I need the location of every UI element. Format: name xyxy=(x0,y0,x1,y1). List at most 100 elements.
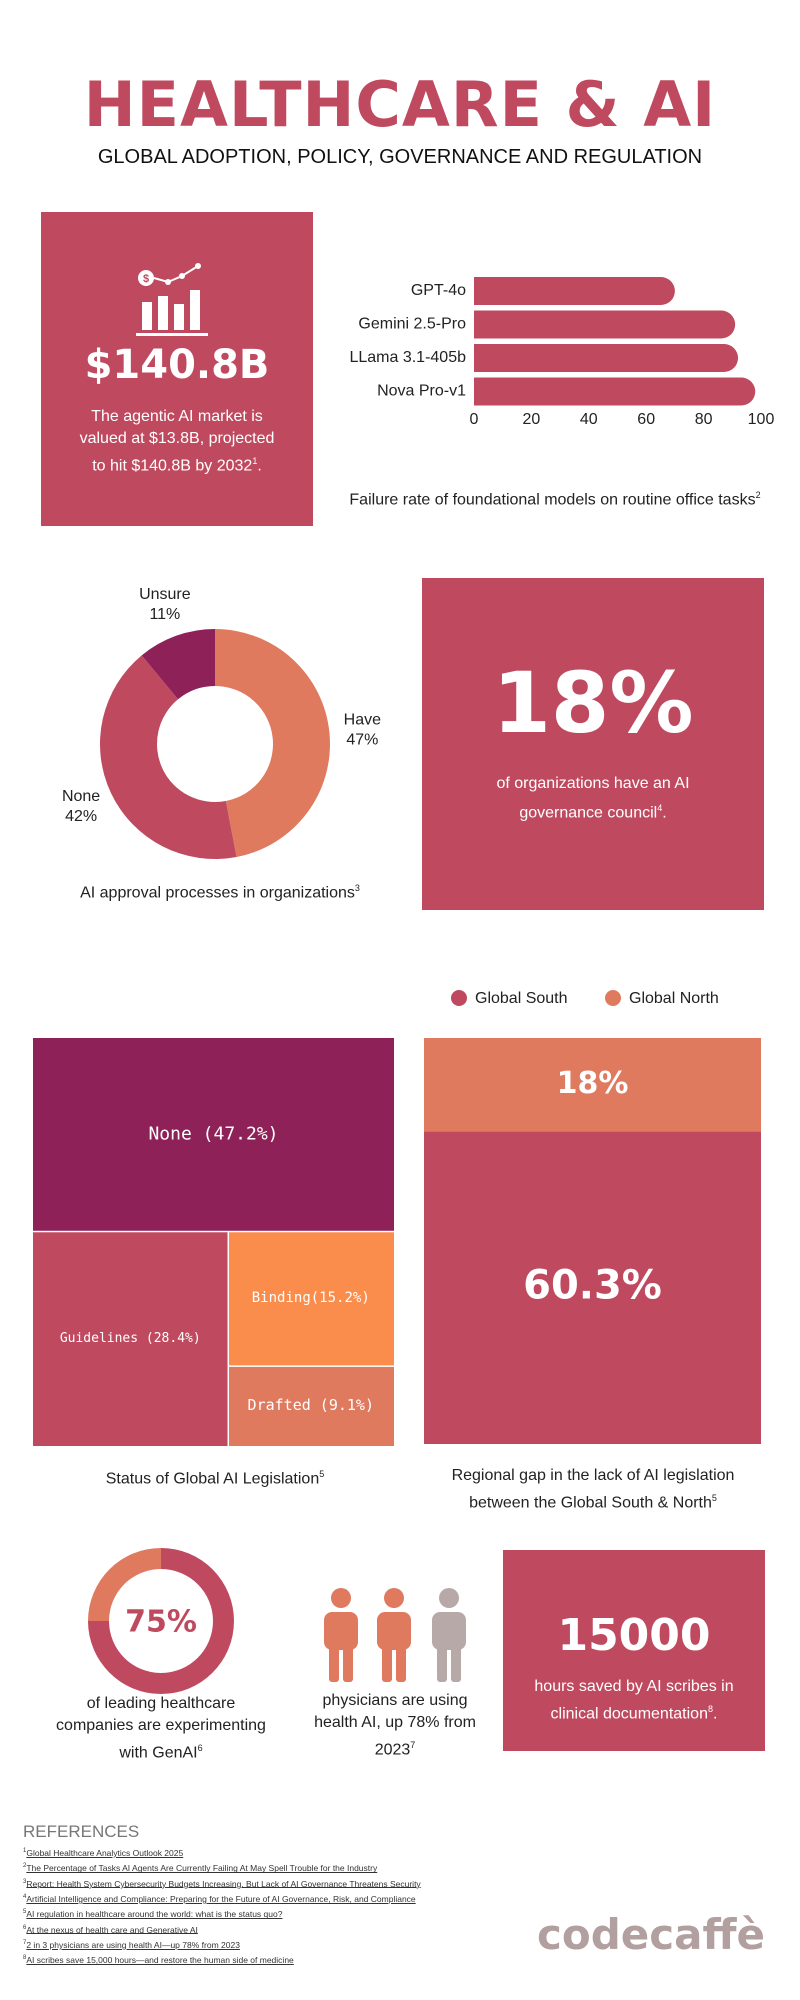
stat-text-tail: . xyxy=(712,1705,718,1723)
pictogram-text: physicians are using health AI, up 78% f… xyxy=(300,1690,490,1761)
logo: codecaffè xyxy=(536,1910,765,1959)
bar xyxy=(474,377,756,406)
slice-value: 42% xyxy=(65,808,97,825)
stat-text: of organizations have an AI governance c… xyxy=(462,772,724,825)
references-title: REFERENCES xyxy=(23,1822,140,1841)
reference-text: At the nexus of health care and Generati… xyxy=(26,1924,198,1935)
x-tick-label: 100 xyxy=(748,411,775,428)
footnote: 7 xyxy=(410,1740,416,1750)
reference: 5AI regulation in healthcare around the … xyxy=(23,1906,583,1921)
reference-text: AI regulation in healthcare around the w… xyxy=(26,1909,283,1920)
caption-text: of leading healthcare companies are expe… xyxy=(56,1695,266,1762)
donut-slice xyxy=(215,629,331,857)
footnote: 5 xyxy=(319,1469,325,1479)
legend-label: Global North xyxy=(629,990,719,1007)
footnote: 8 xyxy=(707,1704,713,1714)
reference-number: 3 xyxy=(23,1878,27,1885)
caption: AI approval processes in organizations3 xyxy=(20,877,420,904)
slice-label: Have xyxy=(344,711,381,728)
y-tick-label: Gemini 2.5-Pro xyxy=(358,316,466,333)
caption-text: AI approval processes in organizations xyxy=(80,884,355,902)
progress-track xyxy=(88,1548,161,1621)
caption: Status of Global AI Legislation5 xyxy=(30,1463,400,1490)
treemap-cell xyxy=(229,1366,394,1446)
bar xyxy=(474,344,739,372)
chart-icon: $ xyxy=(136,263,208,336)
legend-swatch xyxy=(605,990,621,1006)
slice-value: 11% xyxy=(149,606,180,623)
donut-slice xyxy=(141,629,215,700)
slice-label: Unsure xyxy=(139,586,191,603)
segment-label: 60.3% xyxy=(523,1263,662,1309)
reference-number: 1 xyxy=(23,1848,27,1854)
x-tick-label: 0 xyxy=(470,411,479,428)
caption: physicians are using health AI, up 78% f… xyxy=(314,1692,476,1759)
reference: 8AI scribes save 15,000 hours—and restor… xyxy=(23,1952,583,1967)
cell-label: Guidelines (28.4%) xyxy=(60,1331,201,1346)
treemap: None (47.2%) Guidelines (28.4%) Binding(15… xyxy=(33,1038,394,1446)
reference-number: 5 xyxy=(23,1909,27,1916)
stat-card: $ $140.8B The agentic AI market is value… xyxy=(41,212,313,526)
caption: Regional gap in the lack of AI legislati… xyxy=(420,1465,766,1514)
bar-segment xyxy=(424,1038,761,1132)
donut-slice xyxy=(99,655,237,859)
stat-value: 18% xyxy=(492,654,694,752)
reference: 72 in 3 physicians are using health AI—u… xyxy=(23,1937,583,1952)
reference-text: The Percentage of Tasks AI Agents Are Cu… xyxy=(26,1863,378,1874)
reference: 6At the nexus of health care and Generat… xyxy=(23,1922,583,1937)
footnote: 2 xyxy=(755,490,761,500)
reference: 4Artificial Intelligence and Compliance:… xyxy=(23,1891,583,1906)
svg-text:$: $ xyxy=(143,273,149,285)
reference: 1Global Healthcare Analytics Outlook 202… xyxy=(23,1845,583,1860)
slice-label: None xyxy=(62,788,100,805)
x-tick-label: 40 xyxy=(580,411,598,428)
y-tick-label: Nova Pro-v1 xyxy=(377,383,466,400)
reference-number: 7 xyxy=(23,1939,27,1946)
reference: 3Report: Health System Cybersecurity Bud… xyxy=(23,1876,583,1891)
stat-text: The agentic AI market is valued at $13.8… xyxy=(71,406,283,477)
footnote: 1 xyxy=(252,456,258,466)
references-list: 1Global Healthcare Analytics Outlook 202… xyxy=(23,1845,583,1968)
stat-value: $140.8B xyxy=(84,342,270,388)
person-icon xyxy=(324,1588,358,1682)
reference-text: Artificial Intelligence and Compliance: … xyxy=(26,1893,416,1904)
stat-text-tail: . xyxy=(257,457,262,475)
stat-text: The agentic AI market is valued at $13.8… xyxy=(79,408,275,475)
stat-text: of organizations have an AI governance c… xyxy=(496,775,690,822)
x-tick-label: 60 xyxy=(637,411,655,428)
caption: of leading healthcare companies are expe… xyxy=(56,1693,266,1764)
reference-text: Global Healthcare Analytics Outlook 2025 xyxy=(26,1847,184,1858)
treemap-cell xyxy=(33,1232,228,1446)
legend: Global South Global North xyxy=(451,990,719,1007)
stat-text: hours saved by AI scribes in clinical do… xyxy=(534,1678,734,1723)
bar xyxy=(474,277,675,305)
stat-text-tail: . xyxy=(662,804,667,822)
reference-number: 6 xyxy=(23,1924,27,1931)
stat-value: 15000 xyxy=(557,1610,711,1661)
reference-number: 8 xyxy=(23,1955,27,1962)
y-tick-label: GPT-4o xyxy=(411,282,466,299)
title: HEALTHCARE & AI xyxy=(83,68,717,141)
reference: 2The Percentage of Tasks AI Agents Are C… xyxy=(23,1860,583,1875)
legend-label: Global South xyxy=(475,990,568,1007)
slice-value: 47% xyxy=(346,731,378,748)
subtitle: GLOBAL ADOPTION, POLICY, GOVERNANCE AND … xyxy=(97,146,703,168)
progress-donut: 75% xyxy=(88,1548,234,1694)
person-icon xyxy=(377,1588,411,1682)
cell-label: Binding(15.2%) xyxy=(252,1290,370,1306)
reference-text: 2 in 3 physicians are using health AI—up… xyxy=(26,1939,240,1950)
caption-text: Regional gap in the lack of AI legislati… xyxy=(451,1467,735,1512)
x-tick-label: 20 xyxy=(523,411,541,428)
caption-text: Failure rate of foundational models on r… xyxy=(349,491,756,509)
treemap-cell xyxy=(229,1232,394,1366)
stat-text: hours saved by AI scribes in clinical do… xyxy=(523,1676,745,1725)
progress-label: 75% xyxy=(125,1605,197,1640)
y-tick-label: LLama 3.1-405b xyxy=(349,349,466,366)
reference-number: 4 xyxy=(23,1893,27,1900)
caption: Failure rate of foundational models on r… xyxy=(340,484,770,511)
cell-label: Drafted (9.1%) xyxy=(248,1396,374,1414)
cell-label: None (47.2%) xyxy=(148,1123,278,1144)
x-tick-label: 80 xyxy=(695,411,713,428)
bar xyxy=(474,310,736,339)
